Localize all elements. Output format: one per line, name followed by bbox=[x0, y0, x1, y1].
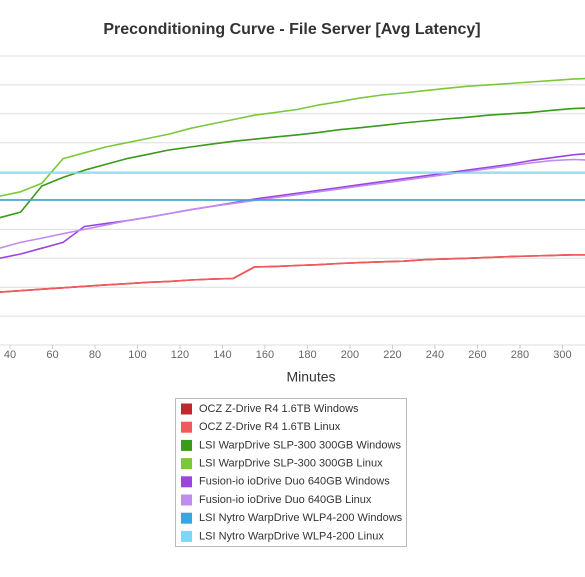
legend-swatch bbox=[181, 439, 192, 451]
series-line bbox=[0, 77, 585, 197]
legend-label: LSI WarpDrive SLP-300 300GB Windows bbox=[199, 439, 401, 451]
legend-label: OCZ Z-Drive R4 1.6TB Windows bbox=[199, 403, 359, 415]
x-tick-label: 240 bbox=[426, 349, 444, 361]
x-tick-label: 120 bbox=[171, 349, 189, 361]
x-tick-label: 160 bbox=[256, 349, 274, 361]
x-tick-label: 100 bbox=[128, 349, 146, 361]
x-tick-label: 40 bbox=[4, 349, 16, 361]
legend-label: Fusion-io ioDrive Duo 640GB Linux bbox=[199, 494, 372, 506]
x-axis-label: Minutes bbox=[286, 369, 335, 385]
series-line bbox=[0, 107, 585, 219]
legend-swatch bbox=[181, 476, 192, 488]
series-line bbox=[0, 152, 585, 259]
legend-box bbox=[175, 398, 407, 547]
chart-title: Preconditioning Curve - File Server [Avg… bbox=[103, 21, 480, 38]
legend-label: LSI Nytro WarpDrive WLP4-200 Linux bbox=[199, 530, 384, 542]
legend-label: LSI Nytro WarpDrive WLP4-200 Windows bbox=[199, 512, 403, 524]
x-tick-label: 180 bbox=[298, 349, 316, 361]
x-tick-label: 300 bbox=[553, 349, 571, 361]
legend-label: Fusion-io ioDrive Duo 640GB Windows bbox=[199, 476, 390, 488]
series-line bbox=[0, 254, 585, 293]
legend-swatch bbox=[181, 421, 192, 433]
legend-swatch bbox=[181, 458, 192, 470]
x-tick-label: 140 bbox=[213, 349, 231, 361]
series-line bbox=[0, 158, 585, 249]
x-tick-label: 200 bbox=[341, 349, 359, 361]
x-tick-label: 80 bbox=[89, 349, 101, 361]
legend-swatch bbox=[181, 530, 192, 542]
x-tick-label: 220 bbox=[383, 349, 401, 361]
x-tick-label: 60 bbox=[46, 349, 58, 361]
legend-swatch bbox=[181, 403, 192, 415]
legend-label: LSI WarpDrive SLP-300 300GB Linux bbox=[199, 458, 383, 470]
legend-label: OCZ Z-Drive R4 1.6TB Linux bbox=[199, 421, 341, 433]
x-tick-label: 260 bbox=[468, 349, 486, 361]
legend-swatch bbox=[181, 512, 192, 524]
x-tick-label: 280 bbox=[511, 349, 529, 361]
legend-swatch bbox=[181, 494, 192, 506]
